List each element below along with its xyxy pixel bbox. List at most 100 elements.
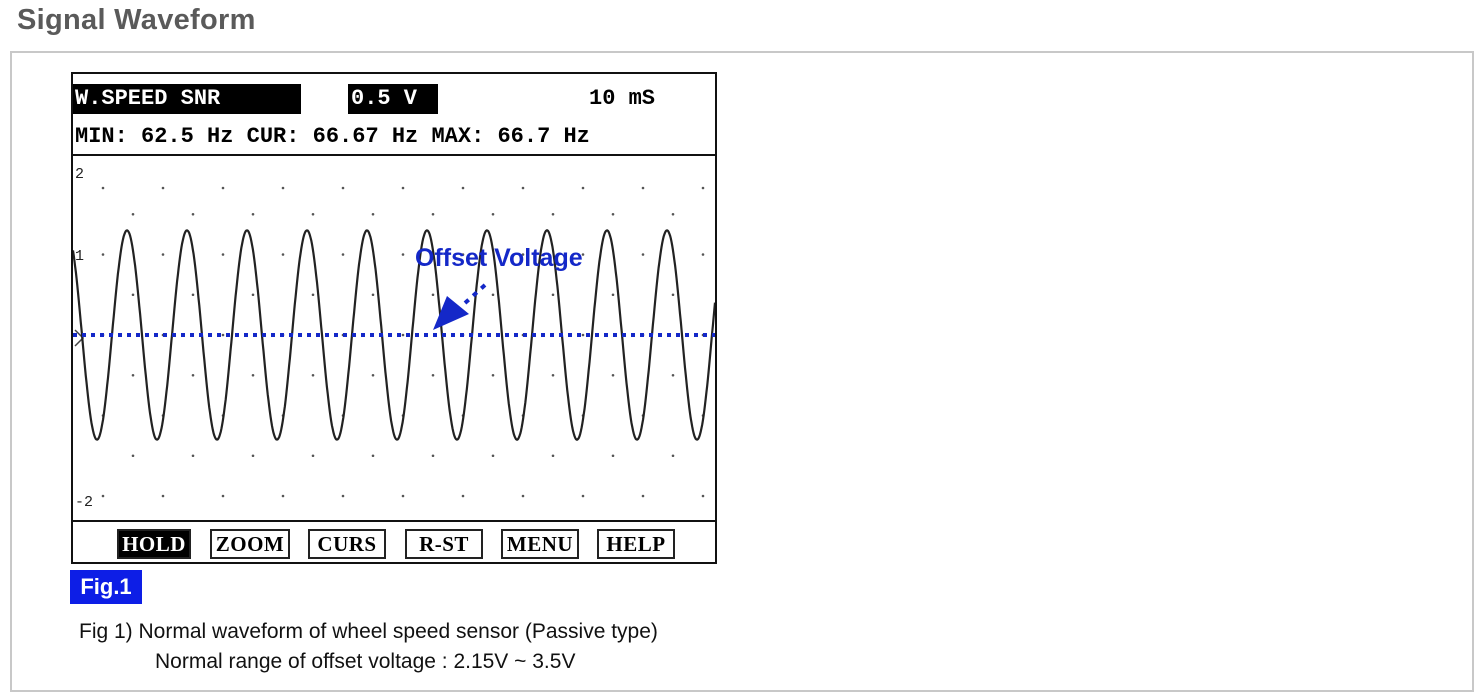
- grid-dot: [101, 186, 105, 190]
- grid-dot: [191, 454, 195, 458]
- grid-dot: [551, 373, 555, 377]
- grid-dot: [221, 253, 225, 256]
- grid-dot: [101, 253, 105, 256]
- y-tick-label-mid: 1: [75, 248, 84, 265]
- grid-dot: [281, 494, 285, 498]
- grid-dot: [581, 494, 585, 498]
- grid-dot: [251, 373, 255, 377]
- grid-dots: [101, 186, 705, 498]
- grid-dot: [221, 333, 225, 337]
- softkey-bar: HOLD ZOOM CURS R-ST MENU HELP: [73, 520, 715, 562]
- grid-dot: [461, 253, 465, 256]
- grid-dot: [221, 186, 225, 190]
- grid-dot: [461, 186, 465, 190]
- figure-badge: Fig.1: [70, 570, 142, 604]
- grid-dot: [371, 373, 375, 377]
- grid-dot: [611, 373, 615, 377]
- y-tick-label-bottom: -2: [75, 494, 93, 511]
- grid-dot: [521, 494, 525, 498]
- grid-dot: [431, 212, 435, 216]
- offset-arrow: [433, 283, 487, 330]
- grid-dot: [521, 186, 525, 190]
- grid-dot: [611, 293, 615, 297]
- grid-dot: [671, 454, 675, 458]
- grid-dot: [251, 454, 255, 458]
- time-per-div-label[interactable]: 10 mS: [589, 86, 656, 111]
- grid-dot: [521, 253, 525, 256]
- grid-dot: [611, 212, 615, 216]
- grid-dot: [371, 293, 375, 297]
- grid-dot: [281, 253, 285, 256]
- y-tick-label-top: 2: [75, 166, 84, 183]
- grid-dot: [131, 373, 135, 377]
- grid-dot: [191, 373, 195, 377]
- grid-dot: [581, 186, 585, 190]
- grid-dot: [641, 186, 645, 190]
- grid-dot: [431, 373, 435, 377]
- section-title: Signal Waveform: [17, 4, 256, 36]
- grid-dot: [431, 293, 435, 297]
- grid-dot: [671, 212, 675, 216]
- grid-dot: [671, 373, 675, 377]
- grid-dot: [311, 454, 315, 458]
- waveform-chart: 2 1 -2 Offset Voltage: [71, 166, 717, 511]
- grid-dot: [551, 454, 555, 458]
- grid-dot: [491, 454, 495, 458]
- figure-caption-line-1: Fig 1) Normal waveform of wheel speed se…: [79, 620, 658, 643]
- grid-dot: [221, 494, 225, 498]
- grid-dot: [131, 293, 135, 297]
- curs-button[interactable]: CURS: [308, 529, 386, 559]
- grid-dot: [161, 186, 165, 190]
- grid-dot: [641, 253, 645, 256]
- hold-button[interactable]: HOLD: [117, 529, 191, 559]
- grid-dot: [371, 212, 375, 216]
- grid-dot: [341, 494, 345, 498]
- offset-voltage-annotation: Offset Voltage: [415, 244, 583, 272]
- scope-header: W.SPEED SNR 0.5 V 10 mS: [73, 74, 715, 118]
- grid-dot: [341, 186, 345, 190]
- grid-dot: [461, 494, 465, 498]
- grid-dot: [701, 186, 705, 190]
- channel-label[interactable]: W.SPEED SNR: [73, 84, 301, 114]
- figure-caption-line-2: Normal range of offset voltage : 2.15V ~…: [155, 650, 576, 673]
- signal-waveform-line: [71, 229, 717, 441]
- grid-dot: [191, 212, 195, 216]
- grid-dot: [581, 333, 585, 337]
- grid-dot: [311, 373, 315, 377]
- grid-dot: [371, 454, 375, 458]
- grid-dot: [251, 212, 255, 216]
- grid-dot: [491, 212, 495, 216]
- grid-dot: [671, 293, 675, 297]
- r-st-button[interactable]: R-ST: [405, 529, 483, 559]
- grid-dot: [701, 253, 705, 256]
- grid-dot: [581, 253, 585, 256]
- grid-dot: [401, 253, 405, 256]
- frequency-readout: MIN: 62.5 Hz CUR: 66.67 Hz MAX: 66.7 Hz: [73, 118, 715, 156]
- volt-per-div-label[interactable]: 0.5 V: [348, 84, 438, 114]
- grid-dot: [191, 293, 195, 297]
- grid-dot: [401, 186, 405, 190]
- grid-dot: [701, 494, 705, 498]
- grid-dot: [251, 293, 255, 297]
- grid-dot: [161, 253, 165, 256]
- grid-dot: [281, 186, 285, 190]
- grid-dot: [491, 373, 495, 377]
- grid-dot: [491, 293, 495, 297]
- grid-dot: [401, 333, 405, 337]
- waveform-plot: 2 1 -2 Offset Voltage: [71, 156, 717, 520]
- grid-dot: [161, 494, 165, 498]
- menu-button[interactable]: MENU: [501, 529, 579, 559]
- grid-dot: [341, 253, 345, 256]
- grid-dot: [311, 212, 315, 216]
- grid-dot: [311, 293, 315, 297]
- grid-dot: [641, 494, 645, 498]
- zoom-button[interactable]: ZOOM: [210, 529, 290, 559]
- oscilloscope-screen: W.SPEED SNR 0.5 V 10 mS MIN: 62.5 Hz CUR…: [71, 72, 717, 564]
- grid-dot: [611, 454, 615, 458]
- grid-dot: [551, 212, 555, 216]
- grid-dot: [101, 494, 105, 498]
- grid-dot: [431, 454, 435, 458]
- help-button[interactable]: HELP: [597, 529, 675, 559]
- grid-dot: [551, 293, 555, 297]
- grid-dot: [401, 494, 405, 498]
